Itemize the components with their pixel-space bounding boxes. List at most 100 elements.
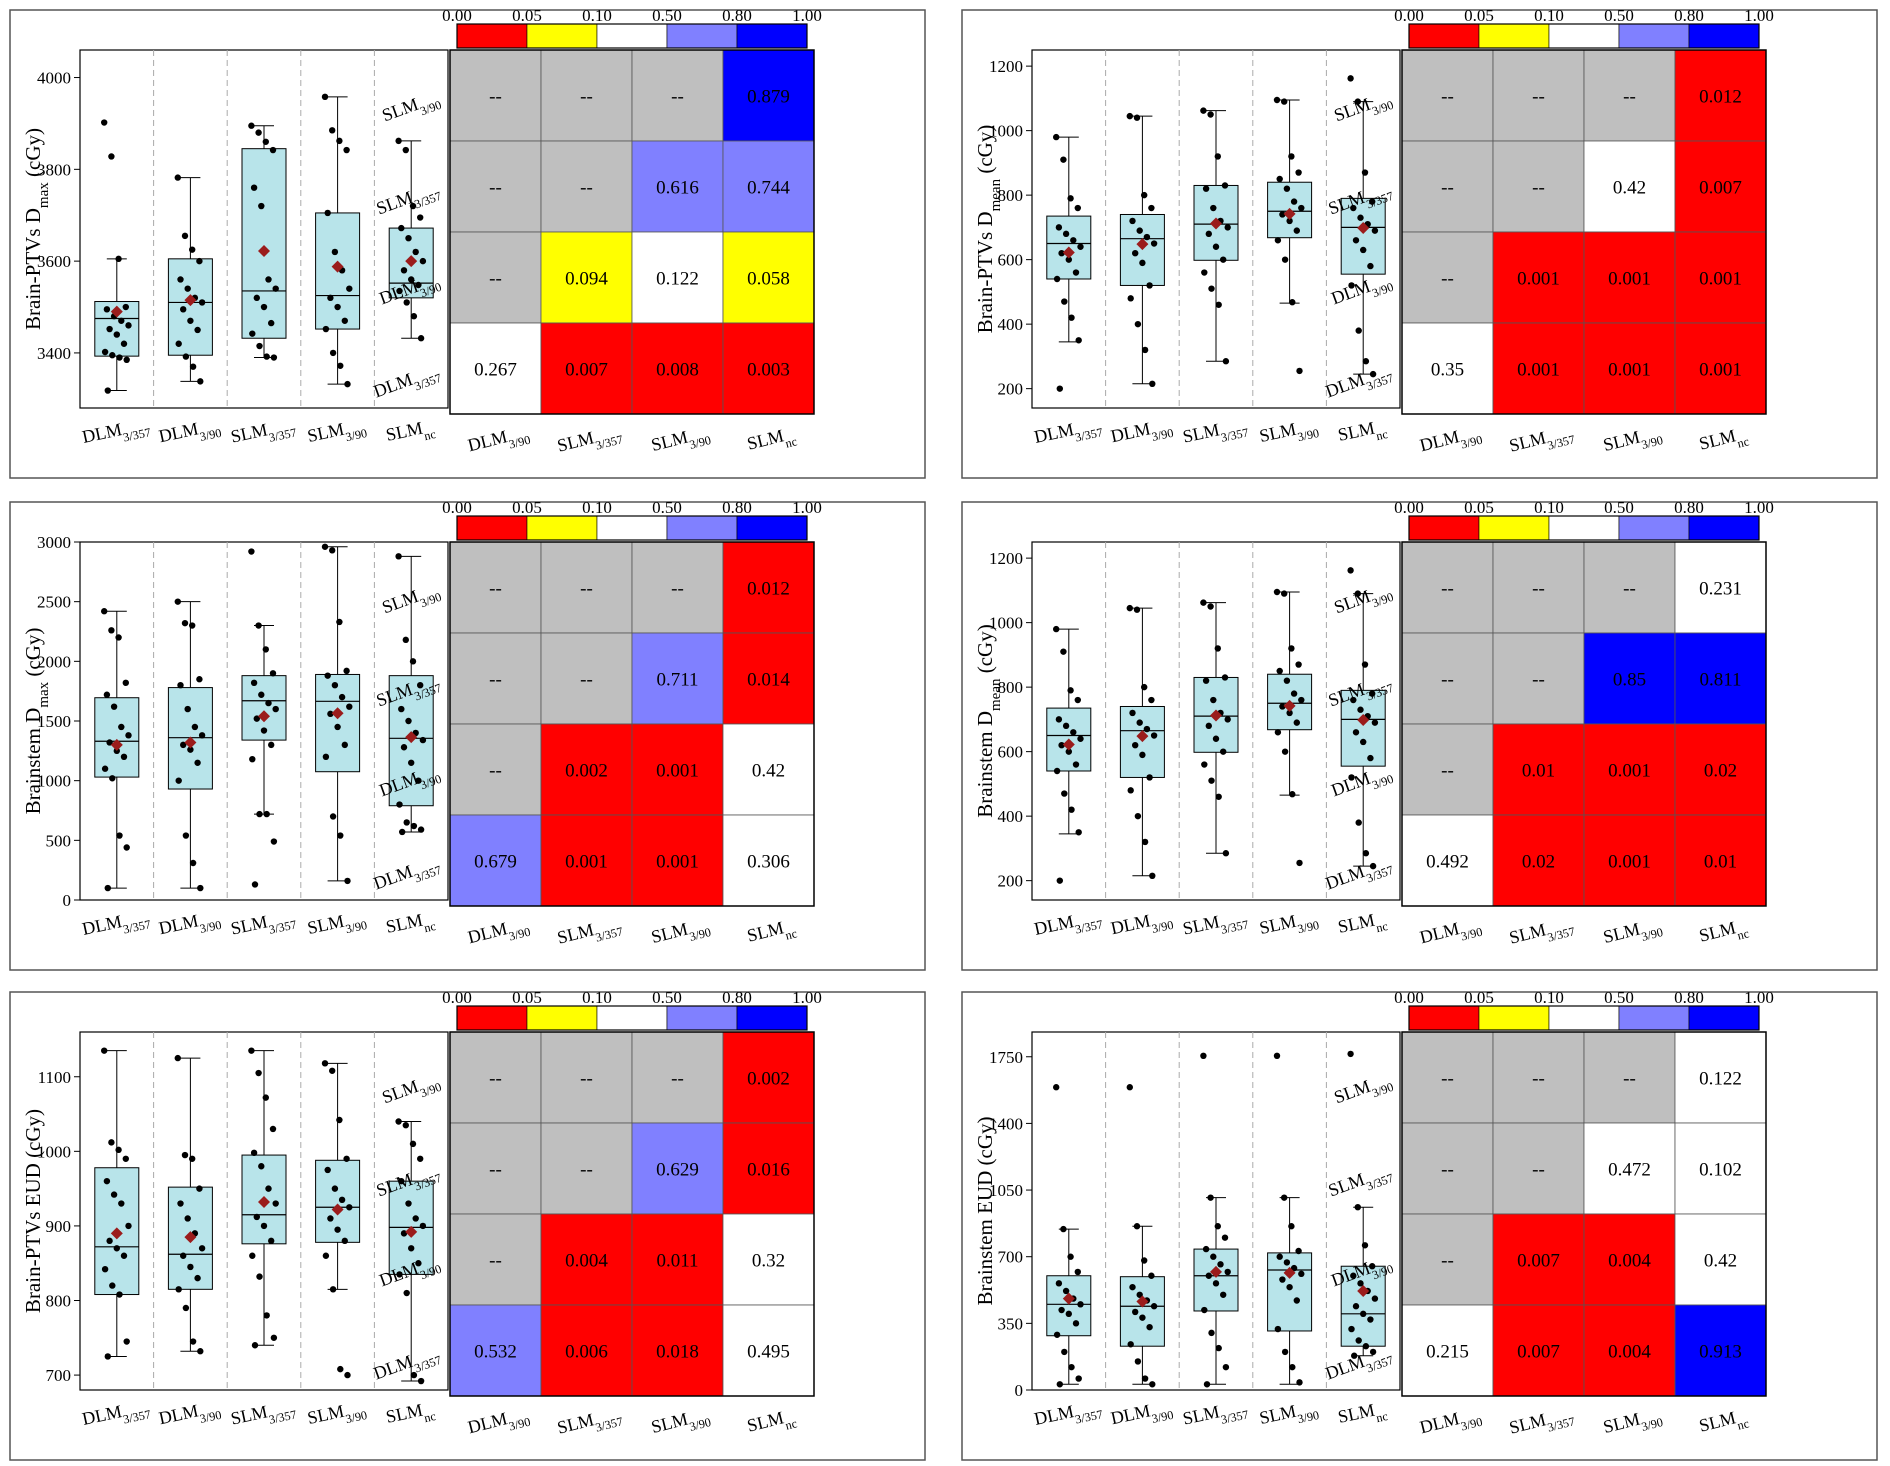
box-group-SLM-nc: SLMnc [1336,567,1390,937]
data-point [197,378,204,385]
x-tick-label-sub: 3/357 [122,917,152,936]
data-point [1350,204,1357,212]
data-point [250,679,258,687]
y-axis-label-sub: max [36,681,52,707]
data-point [118,317,125,324]
data-point [1293,719,1300,726]
colorbar-tick-label: 0.10 [1534,6,1564,25]
data-point [1200,107,1207,114]
data-point [1354,590,1361,597]
data-point [1220,1291,1227,1298]
data-point [321,1060,329,1067]
data-point [400,267,408,274]
data-point [1273,1052,1281,1060]
data-point [405,1200,412,1207]
heatmap-cell-value: 0.016 [747,1160,790,1181]
y-axis-label-sub: mean [988,678,1004,711]
data-point [270,1334,278,1341]
heatmap-cell-value: -- [1532,1069,1545,1090]
data-point [189,1338,197,1345]
heatmap-cell [1492,1122,1585,1215]
data-point [1281,748,1289,755]
heatmap-cell [1674,1122,1767,1215]
data-point [122,1155,129,1162]
heatmap-col-label-base: SLM [1507,427,1548,455]
data-point [343,667,350,675]
heatmap-cell-value: -- [580,1160,593,1181]
data-point [1369,1263,1376,1270]
heatmap-cell-value: 0.811 [1699,670,1741,691]
x-tick-label-base: DLM [80,419,123,447]
data-point [269,146,277,154]
data-point [1205,1272,1212,1279]
colorbar-bin-blue [736,23,808,49]
heatmap-cell-value: -- [580,87,593,108]
data-point [197,1348,204,1355]
data-point [327,710,334,718]
heatmap-col-label-sub: 3/90 [507,925,532,944]
data-point [1210,696,1217,704]
x-tick-label: SLM3/357 [229,906,298,945]
heatmap-cell-value: -- [1441,178,1454,199]
heatmap-cell-value: 0.001 [1608,761,1651,782]
data-point [1222,850,1230,857]
colorbar-tick-label: 0.10 [1534,498,1564,517]
data-point [395,1118,402,1125]
heatmap-cell [540,814,633,907]
heatmap-cell-value: 0.004 [565,1251,608,1272]
x-tick-label: SLM3/357 [1181,906,1250,945]
data-point [1068,314,1075,321]
heatmap-cell [449,140,542,233]
x-tick-label: DLM3/357 [80,1395,152,1435]
data-point [125,1222,132,1230]
mean-marker [1210,1265,1222,1278]
data-point [1149,380,1156,388]
x-tick-label: DLM3/357 [1032,1395,1104,1435]
data-point [187,1263,194,1271]
heatmap-cell-value: -- [1623,1069,1636,1090]
data-point [1126,1084,1133,1091]
heatmap-cell [540,632,633,725]
heatmap-cell-value: -- [671,579,684,600]
box-group-SLM-nc: SLMnc [384,1118,438,1433]
data-point [1060,648,1067,655]
heatmap-col-label: SLM3/357 [1507,1403,1576,1444]
heatmap-cell [540,140,633,233]
x-tick-label-base: SLM [1258,1401,1298,1428]
heatmap-frame [449,1031,815,1397]
data-point [189,622,196,629]
data-point [1296,859,1303,867]
data-point [1290,1264,1298,1272]
heatmap-cell [1583,1031,1676,1124]
colorbar-tick-label: 0.50 [1604,988,1634,1007]
colorbar-bin-red [1408,1005,1480,1031]
data-point [1352,237,1360,244]
data-point [399,828,406,836]
data-point [396,801,403,808]
data-point [331,682,339,689]
data-point [334,723,341,731]
colorbar-tick-label: 0.05 [512,988,542,1007]
data-point [415,777,422,784]
heatmap-frame [1401,541,1767,907]
heatmap-col-label: DLM3/90 [1418,421,1484,461]
data-point [1348,1325,1355,1333]
heatmap-cell-value: 0.879 [747,87,790,108]
data-point [338,693,346,701]
colorbar-tick-label: 0.00 [442,6,472,25]
data-point [189,246,196,253]
data-point [120,340,128,347]
heatmap-cell-value: 0.004 [1608,1342,1651,1363]
data-point [1215,1344,1222,1352]
data-point [258,202,265,210]
colorbar-legend: 0.00 0.05 0.10 0.50 0.80 1.00 [442,498,822,541]
heatmap-cell [1492,541,1585,634]
data-point [1053,1084,1060,1091]
x-tick-label: SLMnc [384,1397,437,1433]
y-tick-label: 3800 [37,160,71,179]
mean-marker [110,738,123,751]
heatmap-cell [1401,541,1494,634]
colorbar-tick-label: 0.80 [1674,6,1704,25]
data-point [1215,301,1222,308]
colorbar-bin-white [596,1005,668,1031]
